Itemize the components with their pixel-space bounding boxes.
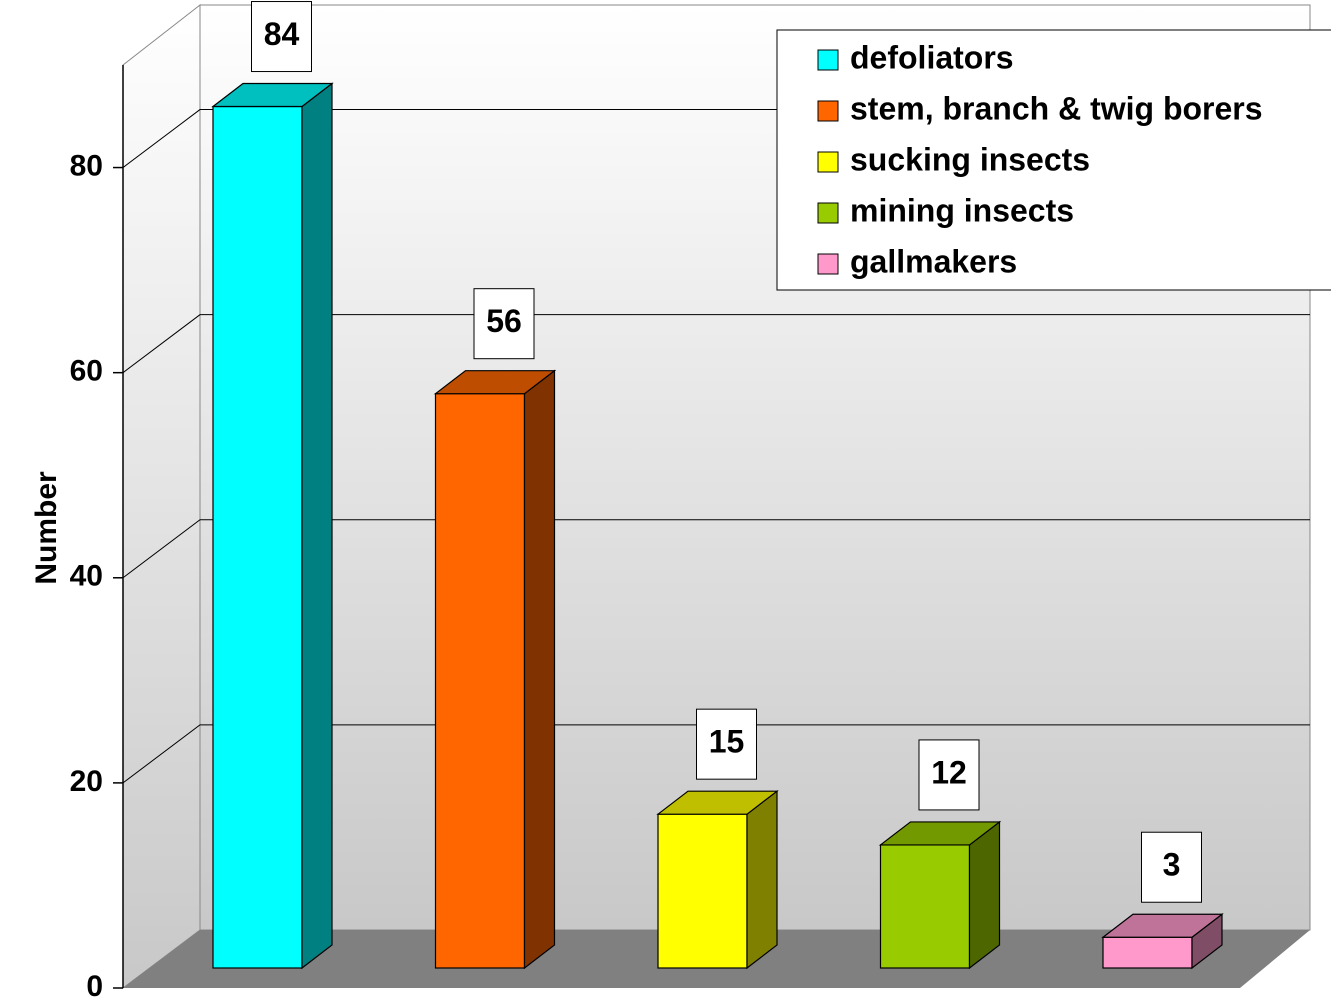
bar bbox=[656, 789, 779, 970]
bar-side bbox=[746, 789, 778, 970]
bar-top bbox=[433, 370, 557, 395]
bar bbox=[433, 369, 557, 970]
data-label-box bbox=[473, 288, 535, 360]
bar-top bbox=[878, 821, 1002, 846]
y-tick-label: 0 bbox=[86, 970, 103, 1001]
data-label: 84 bbox=[264, 16, 300, 52]
bar-side bbox=[301, 82, 333, 970]
legend-label: defoliators bbox=[850, 39, 1014, 75]
legend-box bbox=[776, 29, 1331, 291]
y-tick-label: 60 bbox=[70, 355, 103, 388]
bar-front bbox=[434, 393, 526, 969]
data-label-box bbox=[1141, 831, 1202, 903]
grid-line bbox=[122, 724, 1310, 784]
data-label: 56 bbox=[486, 303, 522, 339]
legend-swatch bbox=[817, 202, 839, 224]
data-label: 15 bbox=[709, 724, 745, 760]
bar-top bbox=[1101, 913, 1224, 938]
y-axis-title: Number bbox=[30, 471, 63, 585]
y-tick-label: 80 bbox=[70, 149, 103, 182]
bar-front bbox=[657, 813, 748, 969]
data-label: 12 bbox=[931, 754, 967, 790]
legend-label: stem, branch & twig borers bbox=[850, 90, 1263, 126]
y-tick-label: 40 bbox=[70, 560, 103, 593]
legend-label: mining insects bbox=[850, 192, 1074, 228]
bar bbox=[878, 820, 1002, 970]
data-label-box bbox=[696, 708, 757, 780]
legend-label: sucking insects bbox=[850, 141, 1090, 177]
bar-front bbox=[212, 105, 303, 969]
bar-top bbox=[656, 790, 779, 815]
bar bbox=[211, 82, 334, 970]
legend-swatch bbox=[817, 253, 839, 275]
bar-top bbox=[211, 82, 334, 108]
data-label-box bbox=[251, 1, 312, 73]
bar bbox=[1101, 913, 1224, 970]
bar-side bbox=[968, 820, 1001, 970]
data-label: 3 bbox=[1163, 847, 1181, 883]
legend-swatch bbox=[817, 151, 839, 173]
legend-swatch bbox=[817, 49, 839, 71]
bar-front bbox=[1102, 936, 1193, 969]
bar-front bbox=[879, 844, 971, 969]
bar-side bbox=[523, 369, 556, 970]
legend-label: gallmakers bbox=[850, 243, 1017, 279]
grid-line bbox=[122, 314, 1310, 374]
y-tick-label: 20 bbox=[70, 765, 103, 798]
data-label-box bbox=[918, 739, 980, 811]
legend-swatch bbox=[817, 100, 839, 122]
grid-line bbox=[122, 519, 1310, 579]
side-wall bbox=[122, 3, 201, 990]
